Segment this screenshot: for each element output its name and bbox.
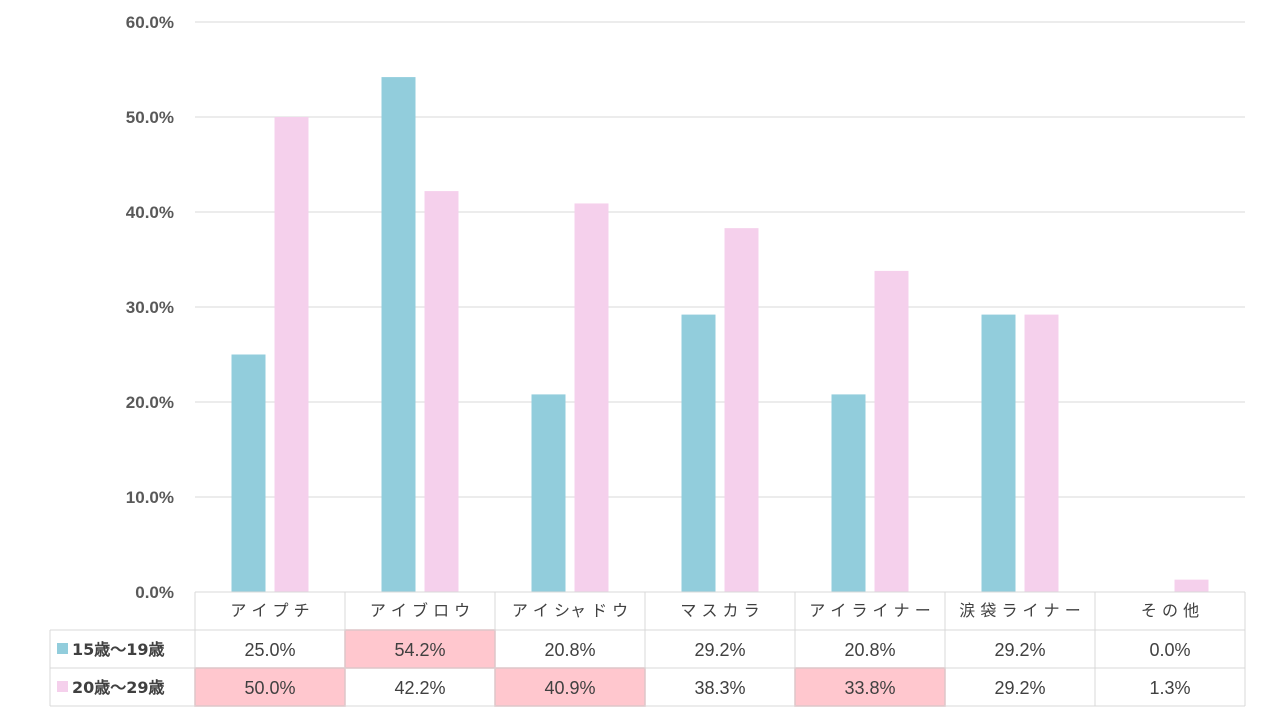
data-label: 42.2% [394, 678, 445, 698]
x-category-label: ア イ シャ ド ウ [512, 601, 628, 620]
x-category-label: ア イ ブ ロ ウ [370, 601, 470, 620]
x-category-label: マ ス カ ラ [680, 601, 759, 620]
data-label: 50.0% [244, 678, 295, 698]
y-tick-label: 50.0% [126, 108, 174, 127]
data-table: ア イ プ チ ア イ ブ ロ ウ ア イ シャ ド ウ マ ス カ ラ ア イ ラ イ… [49, 591, 1246, 707]
y-tick-label: 20.0% [126, 393, 174, 412]
y-tick-label: 30.0% [126, 298, 174, 317]
y-tick-label: 60.0% [126, 13, 174, 32]
bar-series-1 [981, 314, 1016, 592]
data-label: 29.2% [694, 640, 745, 660]
bar-series-2 [274, 117, 309, 592]
legend-swatch [57, 643, 68, 654]
bar-series-2 [874, 270, 909, 592]
data-label: 40.9% [544, 678, 595, 698]
x-category-label: そ の 他 [1141, 601, 1199, 620]
bars [231, 77, 1209, 593]
data-label: 33.8% [844, 678, 895, 698]
bar-series-1 [531, 394, 566, 592]
bar-series-1 [381, 77, 416, 593]
bar-series-2 [1174, 579, 1209, 592]
y-axis: 0.0% 10.0% 20.0% 30.0% 40.0% 50.0% 60.0% [126, 13, 174, 602]
data-label: 20.8% [844, 640, 895, 660]
y-tick-label: 40.0% [126, 203, 174, 222]
gridlines [195, 21, 1245, 593]
legend-swatch [57, 681, 68, 692]
data-label: 1.3% [1149, 678, 1190, 698]
legend-label: 15歳～19歳 [72, 640, 165, 659]
bar-series-1 [681, 314, 716, 592]
data-label: 0.0% [1149, 640, 1190, 660]
y-tick-label: 0.0% [135, 583, 174, 602]
highlighted-cell [194, 667, 346, 707]
data-label: 38.3% [694, 678, 745, 698]
bar-series-2 [1024, 314, 1059, 592]
y-tick-label: 10.0% [126, 488, 174, 507]
x-category-label: ア イ プ チ [230, 601, 309, 620]
data-label: 29.2% [994, 640, 1045, 660]
data-label: 20.8% [544, 640, 595, 660]
x-category-label: 涙 袋 ラ イ ナ ー [959, 601, 1080, 620]
bar-series-2 [574, 203, 609, 592]
data-label: 54.2% [394, 640, 445, 660]
bar-series-2 [424, 191, 459, 592]
bar-series-1 [231, 354, 266, 592]
bar-series-1 [831, 394, 866, 592]
legend-label: 20歳～29歳 [72, 678, 165, 697]
bar-series-2 [724, 228, 759, 592]
data-label: 25.0% [244, 640, 295, 660]
data-label: 29.2% [994, 678, 1045, 698]
x-category-label: ア イ ラ イ ナ ー [809, 601, 930, 620]
highlighted-cell [494, 667, 646, 707]
